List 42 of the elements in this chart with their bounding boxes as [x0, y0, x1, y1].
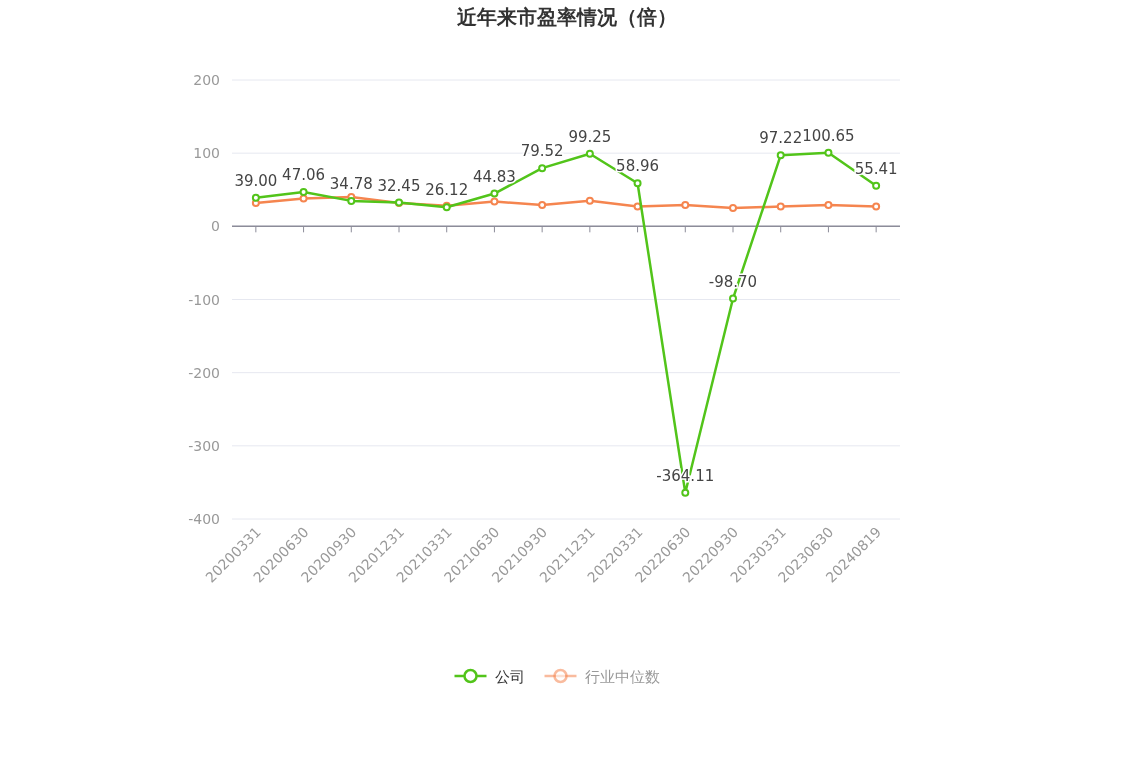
point — [633, 179, 642, 188]
point — [729, 294, 737, 303]
y-tick-label: 200 — [193, 72, 220, 88]
point — [681, 488, 690, 497]
point — [585, 149, 594, 158]
point — [251, 193, 260, 202]
data-label: 55.41 — [854, 159, 898, 178]
data-label: 32.45 — [377, 176, 421, 195]
data-label: 97.22 — [759, 129, 803, 148]
y-tick-label: -300 — [188, 437, 220, 454]
point — [872, 202, 881, 211]
y-tick-label: -400 — [188, 511, 220, 527]
point — [824, 148, 833, 157]
point — [872, 181, 881, 190]
y-tick-label: 0 — [211, 218, 220, 235]
data-label: 58.96 — [616, 157, 660, 176]
data-label: 34.78 — [329, 174, 373, 193]
point — [490, 197, 499, 206]
point — [824, 201, 833, 210]
data-label: 39.00 — [234, 171, 278, 190]
y-tick-label: -200 — [188, 364, 220, 381]
legend-label: 公司 — [494, 668, 525, 686]
point — [538, 201, 547, 210]
y-tick-label: -100 — [188, 291, 220, 308]
point — [681, 201, 690, 210]
point — [538, 164, 547, 173]
point — [299, 194, 308, 203]
point — [299, 187, 308, 196]
data-label: 47.06 — [282, 165, 326, 184]
y-tick-label: 100 — [193, 145, 220, 162]
point — [776, 202, 785, 211]
legend-label: 行业中位数 — [584, 668, 660, 686]
chart-title: 近年来市盈率情况（倍） — [456, 5, 677, 29]
data-label: 44.83 — [472, 167, 516, 186]
data-label: 99.25 — [568, 127, 612, 146]
data-label: 79.52 — [520, 142, 564, 161]
data-label: 26.12 — [425, 181, 469, 200]
point — [729, 204, 737, 213]
point — [490, 189, 499, 198]
point — [585, 196, 594, 205]
data-label: 100.65 — [802, 126, 855, 145]
point — [776, 151, 785, 160]
